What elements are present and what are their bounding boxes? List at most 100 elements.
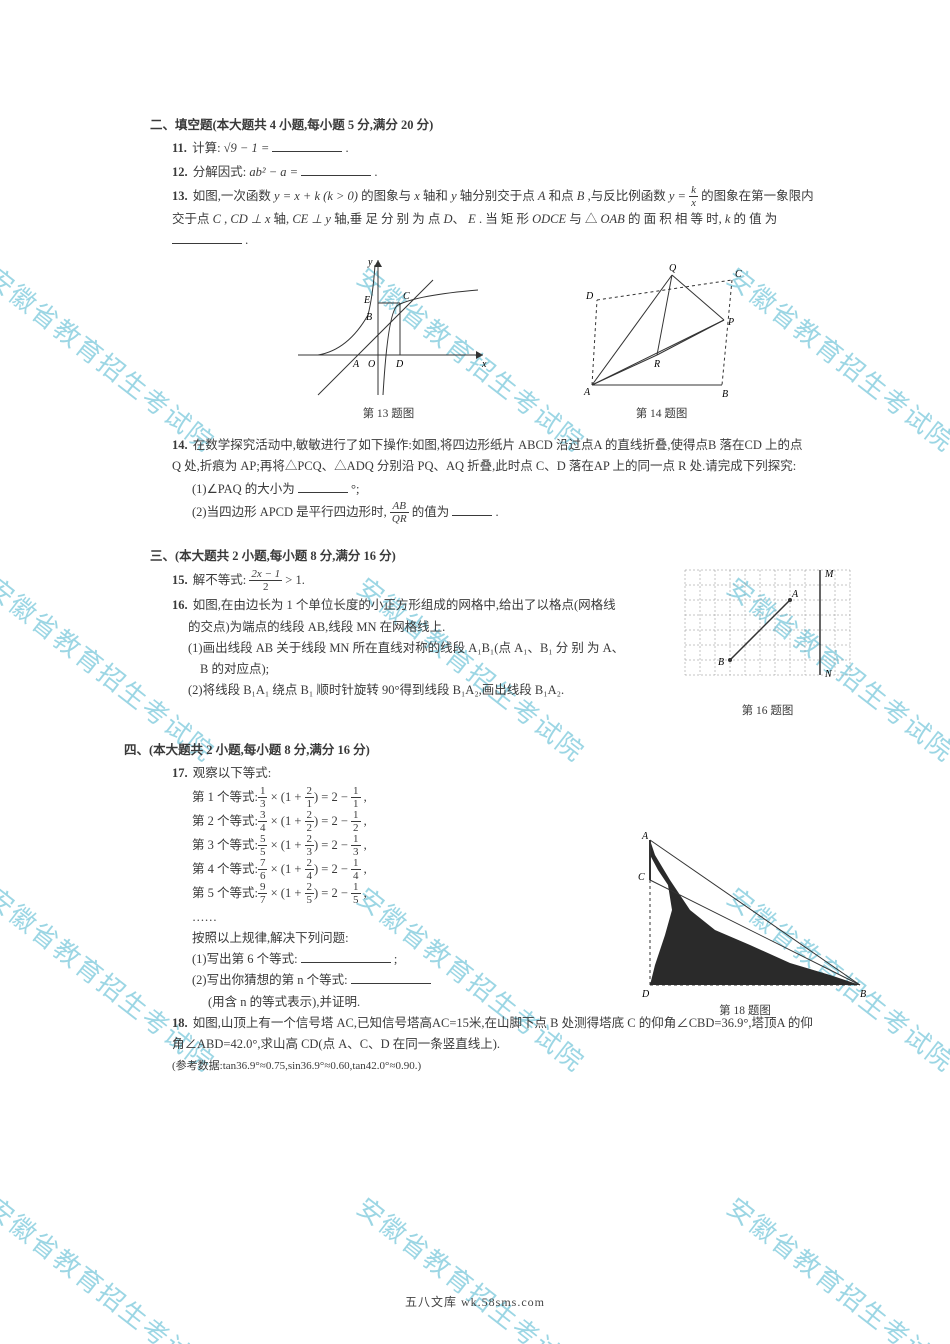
t: C [213, 212, 221, 226]
t: k [725, 212, 731, 226]
t: B 的对应点); [200, 662, 269, 676]
q12: 12. 分解因式: ab² − a = . [172, 162, 900, 183]
svg-text:A: A [791, 589, 799, 600]
numer: 2x − 1 [249, 569, 282, 581]
t: ; [394, 952, 397, 966]
q11-expr: √9 − 1 = [224, 141, 270, 155]
section2-title: 二、填空题(本大题共 4 小题,每小题 5 分,满分 20 分) [150, 115, 900, 136]
denom: x [689, 197, 698, 209]
t: , [224, 212, 227, 226]
t: x [414, 189, 420, 203]
t: 交于点 [172, 212, 213, 226]
t: y = [669, 189, 689, 203]
figure-row-13-14: x y O A B E C D 第 13 题图 [150, 255, 900, 425]
t: (参考数据:tan36.9°≈0.75,sin36.9°≈0.60,tan42.… [172, 1060, 421, 1072]
t: 与 △ [569, 212, 597, 226]
q14-sub2: (2)当四边形 APCD 是平行四边形时, AB QR 的值为 . [192, 501, 900, 525]
svg-text:B: B [718, 657, 724, 668]
t: (2)当四边形 APCD 是平行四边形时, [192, 505, 387, 519]
t: . [245, 233, 248, 247]
watermark: 安徽省教育招生考试院 [720, 1188, 950, 1344]
q18: 18. 如图,山顶上有一个信号塔 AC,已知信号塔高AC=15米,在山脚下点 B… [172, 1013, 900, 1077]
t: OAB [601, 212, 625, 226]
t: CD ⊥ x [230, 212, 270, 226]
blank [298, 480, 348, 494]
svg-text:A: A [583, 387, 591, 398]
q17: 17. 观察以下等式: [172, 763, 900, 784]
q13-num: 13. [172, 189, 190, 203]
t: y = x + k (k > 0) [274, 189, 358, 203]
q11-num: 11. [172, 141, 189, 155]
q12-expr: ab² − a = [249, 165, 298, 179]
svg-text:A: A [352, 359, 360, 370]
svg-text:O: O [368, 359, 375, 370]
t: 的图象与 [361, 189, 414, 203]
t: D [444, 212, 453, 226]
t: 在数学探究活动中,敏敏进行了如下操作:如图,将四边形纸片 ABCD 沿过点A 的… [193, 438, 803, 452]
q14: 14. 在数学探究活动中,敏敏进行了如下操作:如图,将四边形纸片 ABCD 沿过… [172, 435, 900, 478]
t: 和点 [549, 189, 577, 203]
svg-text:R: R [653, 359, 660, 370]
content-block: 二、填空题(本大题共 4 小题,每小题 5 分,满分 20 分) 11. 计算:… [150, 115, 900, 1079]
figure-18-wrapper: A C D B 第 18 题图 [620, 825, 870, 1022]
t: > 1. [285, 573, 305, 587]
blank [301, 162, 371, 176]
svg-text:B: B [722, 389, 728, 400]
t: ,与反比例函数 [588, 189, 669, 203]
t: 的 面 积 相 等 时, [628, 212, 722, 226]
fig13-caption: 第 13 题图 [288, 405, 488, 425]
fraction: 2x − 1 2 [249, 569, 282, 593]
figure-14: A B C D Q P R [562, 255, 762, 405]
t: CE ⊥ y [292, 212, 331, 226]
fig16-caption: 第 16 题图 [680, 702, 855, 722]
q18-num: 18. [172, 1016, 190, 1030]
t: ODCE [532, 212, 566, 226]
blank [272, 139, 342, 153]
t: °; [351, 482, 359, 496]
t: (1)画出线段 AB 关于线段 MN 所在直线对称的线段 A₁B₁(点 A₁、B… [188, 641, 624, 655]
q13: 13. 如图,一次函数 y = x + k (k > 0) 的图象与 x 轴和 … [172, 185, 900, 252]
svg-text:x: x [481, 359, 487, 370]
q12-label: 分解因式: [193, 165, 246, 179]
q12-num: 12. [172, 165, 190, 179]
period: . [374, 165, 377, 179]
svg-text:P: P [727, 317, 734, 328]
t: 的交点)为端点的线段 AB,线段 MN 在网格线上. [188, 620, 445, 634]
t: 的值为 [412, 505, 450, 519]
q11-label: 计算: [192, 141, 220, 155]
svg-text:D: D [585, 291, 594, 302]
t: (1)∠PAQ 的大小为 [192, 482, 295, 496]
t: . 当 矩 形 [479, 212, 532, 226]
blank [301, 950, 391, 964]
fraction: k x [689, 185, 698, 209]
denom: QR [390, 513, 409, 525]
t: 观察以下等式: [193, 766, 271, 780]
equation-row: 第 1 个等式:13 × (1 + 21) = 2 − 11 , [192, 786, 900, 810]
t: (2)写出你猜想的第 n 个等式: [192, 973, 348, 987]
fig14-caption: 第 14 题图 [562, 405, 762, 425]
t: 如图,在由边长为 1 个单位长度的小正方形组成的网格中,给出了以格点(网格线 [193, 598, 616, 612]
figure-18: A C D B [620, 825, 870, 1005]
numer: AB [390, 501, 409, 513]
t: . [495, 505, 498, 519]
t: (2)将线段 B₁A₁ 绕点 B₁ 顺时针旋转 90°得到线段 B₁A₂,画出线… [188, 683, 564, 697]
svg-text:y: y [367, 257, 373, 268]
svg-text:E: E [363, 295, 370, 306]
blank [452, 502, 492, 516]
svg-text:D: D [395, 359, 404, 370]
figure-16: M N B A [680, 565, 855, 695]
q14-sub1: (1)∠PAQ 的大小为 °; [192, 479, 900, 500]
t: 的 值 为 [734, 212, 778, 226]
q11: 11. 计算: √9 − 1 = . [172, 138, 900, 159]
q17-num: 17. [172, 766, 190, 780]
t: E [468, 212, 476, 226]
fig18-caption: 第 18 题图 [620, 1002, 870, 1022]
page: 安徽省教育招生考试院 安徽省教育招生考试院 安徽省教育招生考试院 安徽省教育招生… [0, 0, 950, 1344]
period: . [346, 141, 349, 155]
svg-text:B: B [366, 312, 372, 323]
svg-text:B: B [860, 989, 866, 1000]
svg-text:C: C [403, 291, 410, 302]
section4-title: 四、(本大题共 2 小题,每小题 8 分,满分 16 分) [124, 740, 900, 761]
numer: k [689, 185, 698, 197]
t: Q 处,折痕为 AP;再将△PCQ、△ADQ 分别沿 PQ、AQ 折叠,此时点 … [172, 459, 796, 473]
